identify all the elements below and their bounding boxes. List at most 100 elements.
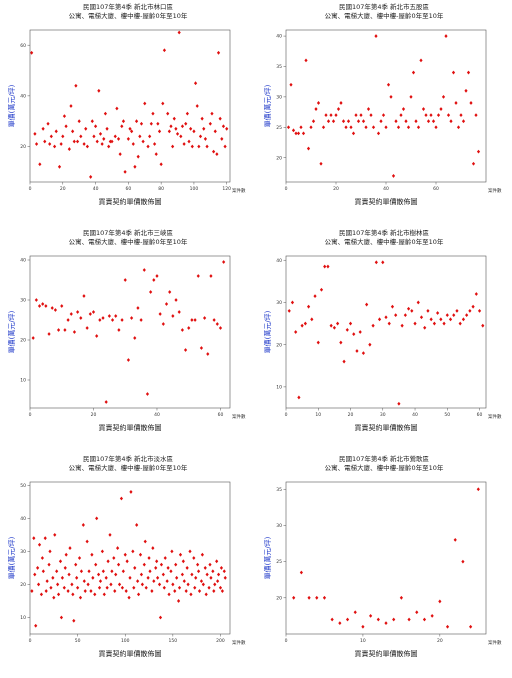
- y-axis-label: 單價(萬元/坪): [7, 84, 16, 127]
- data-point: [225, 126, 229, 131]
- data-point: [100, 142, 104, 146]
- data-point: [330, 617, 334, 622]
- data-point: [64, 552, 68, 557]
- data-point: [414, 119, 418, 124]
- x-tick-label: 60: [125, 186, 131, 192]
- data-point: [136, 154, 140, 159]
- data-point: [108, 532, 112, 537]
- data-point: [394, 313, 398, 318]
- data-point: [98, 131, 103, 136]
- data-point: [299, 125, 303, 130]
- data-point: [117, 582, 122, 587]
- data-point: [82, 579, 86, 584]
- data-point: [75, 139, 80, 144]
- data-point: [351, 131, 356, 136]
- data-point: [83, 589, 87, 593]
- data-point: [175, 575, 179, 580]
- data-point: [307, 595, 311, 600]
- data-point: [218, 585, 223, 590]
- panel-linkou: 民國107年第4季 新北市林口區 公寓、電梯大廈、樓中樓-屋齡0年至10年 0 2…: [0, 0, 256, 226]
- chart-subtitle: 公寓、電梯大廈、樓中樓-屋齡0年至10年: [68, 12, 188, 20]
- data-point: [300, 323, 304, 328]
- data-point: [43, 536, 47, 541]
- data-point: [74, 562, 78, 567]
- data-point: [304, 58, 308, 63]
- data-point: [114, 572, 118, 577]
- x-tick-label: 30: [380, 412, 386, 418]
- data-point: [60, 575, 64, 580]
- data-point: [419, 58, 423, 63]
- data-point: [374, 260, 378, 265]
- data-point: [338, 621, 342, 626]
- data-point: [390, 304, 395, 309]
- x-tick-label: 20: [91, 412, 97, 418]
- data-point: [62, 585, 66, 590]
- data-point: [326, 119, 331, 124]
- data-point: [129, 316, 134, 320]
- data-point: [104, 400, 108, 404]
- data-point: [384, 125, 388, 130]
- y-tick-label: 30: [276, 94, 282, 100]
- data-point: [464, 88, 468, 93]
- data-point: [451, 70, 456, 75]
- y-tick-label: 20: [276, 595, 282, 601]
- data-point: [162, 585, 166, 590]
- data-point: [376, 131, 381, 136]
- data-point: [54, 129, 58, 134]
- y-tick-label: 10: [20, 615, 26, 621]
- data-point: [468, 308, 472, 313]
- data-point: [95, 334, 99, 338]
- data-point: [139, 121, 144, 126]
- data-point: [113, 589, 117, 593]
- data-point: [206, 352, 210, 356]
- data-point: [213, 582, 217, 587]
- data-point: [138, 134, 142, 139]
- data-point: [79, 316, 83, 320]
- data-point: [216, 50, 221, 55]
- data-points: [286, 34, 481, 178]
- chart-title: 民國107年第4季 新北市三峽區: [82, 229, 174, 237]
- data-point: [155, 274, 159, 278]
- data-point: [154, 566, 158, 570]
- data-point: [148, 569, 152, 574]
- data-point: [85, 326, 89, 330]
- data-point: [399, 595, 403, 600]
- data-point: [361, 119, 366, 124]
- data-point: [162, 48, 167, 53]
- data-point: [291, 128, 296, 133]
- data-point: [212, 149, 216, 154]
- data-point: [68, 546, 72, 550]
- data-point: [136, 592, 141, 597]
- data-point: [169, 569, 173, 574]
- x-unit-label: 案件數: [232, 639, 246, 646]
- data-point: [143, 101, 147, 106]
- data-point: [215, 322, 219, 326]
- data-point: [134, 119, 139, 124]
- data-point: [377, 317, 382, 322]
- data-point: [98, 318, 102, 322]
- data-point: [431, 119, 436, 124]
- data-point: [166, 111, 170, 116]
- data-point: [148, 134, 152, 139]
- data-point: [190, 572, 194, 577]
- data-point: [63, 566, 67, 570]
- data-point: [371, 125, 376, 130]
- x-tick-label: 20: [437, 638, 443, 644]
- scatter-chart-danshui: 0 50 100 150 200 10 20 30 40 50 單價(萬元/坪) 買賣契約單價散佈圖 案…: [7, 481, 246, 658]
- data-point: [97, 585, 102, 590]
- data-point: [446, 113, 451, 118]
- data-point: [132, 585, 136, 590]
- data-point: [406, 306, 411, 311]
- data-point: [387, 321, 391, 326]
- data-point: [212, 589, 216, 593]
- data-point: [89, 175, 93, 179]
- data-point: [407, 617, 411, 622]
- data-point: [156, 575, 160, 580]
- x-tick-label: 200: [216, 638, 225, 644]
- data-point: [48, 142, 52, 146]
- data-point: [303, 321, 307, 326]
- data-point: [167, 592, 171, 597]
- data-point: [182, 142, 186, 146]
- data-point: [336, 107, 341, 111]
- scatter-chart-yingge: 0 10 20 20 25 30 35 單價(萬元/坪) 買賣契約單價散佈圖 案件數: [263, 481, 502, 658]
